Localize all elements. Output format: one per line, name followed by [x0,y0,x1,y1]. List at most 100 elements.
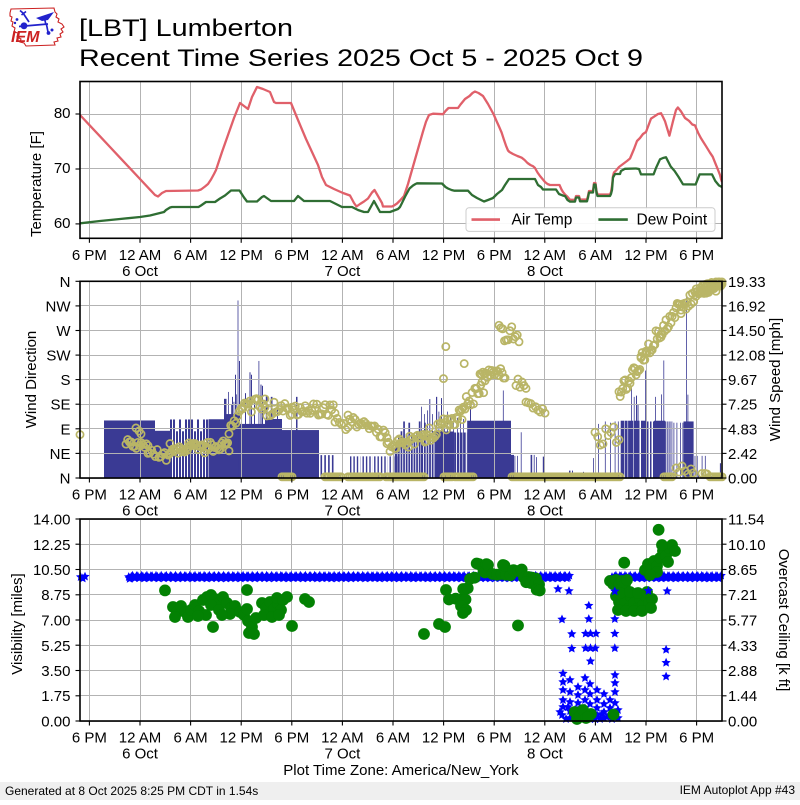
svg-text:6 Oct: 6 Oct [122,263,159,280]
svg-text:70: 70 [54,160,71,177]
svg-text:12 AM: 12 AM [524,730,567,747]
svg-text:Plot Time Zone: America/New_Yo: Plot Time Zone: America/New_York [283,762,519,779]
svg-text:12 AM: 12 AM [321,730,364,747]
svg-text:4.33: 4.33 [728,638,757,655]
svg-text:5.77: 5.77 [728,613,757,630]
svg-text:10.10: 10.10 [728,537,766,554]
svg-text:7 Oct: 7 Oct [324,746,361,763]
svg-text:12 AM: 12 AM [119,247,162,264]
svg-text:6 AM: 6 AM [174,247,208,264]
svg-text:6 PM: 6 PM [477,487,512,504]
svg-text:8.75: 8.75 [41,587,70,604]
svg-text:9.67: 9.67 [728,372,757,389]
svg-text:8 Oct: 8 Oct [527,503,564,520]
svg-text:12 PM: 12 PM [422,730,465,747]
svg-text:19.33: 19.33 [728,274,766,291]
svg-text:6 AM: 6 AM [376,487,410,504]
svg-text:6 PM: 6 PM [477,730,512,747]
svg-text:6 PM: 6 PM [72,247,107,264]
svg-text:7.00: 7.00 [41,613,70,630]
svg-text:16.92: 16.92 [728,298,766,315]
svg-text:8.65: 8.65 [728,562,757,579]
svg-text:S: S [60,372,70,389]
svg-text:6 AM: 6 AM [174,487,208,504]
svg-text:SW: SW [46,348,71,365]
svg-text:3.50: 3.50 [41,663,70,680]
svg-text:12 PM: 12 PM [220,247,263,264]
svg-text:1.44: 1.44 [728,688,757,705]
svg-text:0.00: 0.00 [728,471,757,488]
svg-text:6 AM: 6 AM [376,247,410,264]
svg-text:8 Oct: 8 Oct [527,746,564,763]
svg-text:6 PM: 6 PM [679,730,714,747]
svg-text:6 PM: 6 PM [477,247,512,264]
svg-text:6 PM: 6 PM [679,487,714,504]
svg-text:12 PM: 12 PM [624,247,667,264]
svg-text:6 Oct: 6 Oct [122,503,159,520]
svg-text:12 PM: 12 PM [220,487,263,504]
svg-text:14.00: 14.00 [33,512,71,529]
svg-text:12 AM: 12 AM [321,247,364,264]
svg-text:6 AM: 6 AM [578,487,612,504]
svg-text:N: N [60,471,71,488]
svg-text:12 PM: 12 PM [220,730,263,747]
svg-text:10.50: 10.50 [33,562,71,579]
svg-text:12 PM: 12 PM [624,487,667,504]
svg-text:8 Oct: 8 Oct [527,263,564,280]
svg-text:12.25: 12.25 [33,537,71,554]
svg-text:80: 80 [54,105,71,122]
svg-text:E: E [60,421,70,438]
svg-text:6 PM: 6 PM [679,247,714,264]
svg-text:7 Oct: 7 Oct [324,263,361,280]
svg-text:12 AM: 12 AM [321,487,364,504]
svg-text:6 PM: 6 PM [274,730,309,747]
svg-text:6 PM: 6 PM [274,247,309,264]
svg-text:2.42: 2.42 [728,446,757,463]
svg-text:7.25: 7.25 [728,397,757,414]
svg-text:Recent Time Series 2025 Oct 5: Recent Time Series 2025 Oct 5 - 2025 Oct… [79,45,643,72]
svg-text:N: N [60,274,71,291]
svg-text:12.08: 12.08 [728,348,766,365]
svg-text:Dew Point: Dew Point [637,212,708,229]
svg-text:Wind Direction: Wind Direction [23,331,40,429]
svg-text:2.88: 2.88 [728,663,757,680]
svg-text:1.75: 1.75 [41,688,70,705]
svg-text:6 AM: 6 AM [578,247,612,264]
svg-text:0.00: 0.00 [41,714,70,731]
svg-text:Wind Speed [mph]: Wind Speed [mph] [767,318,784,441]
svg-text:IEM Autoplot App #43: IEM Autoplot App #43 [680,783,796,797]
svg-text:12 PM: 12 PM [624,730,667,747]
svg-text:6 AM: 6 AM [174,730,208,747]
svg-text:NE: NE [50,446,71,463]
svg-text:12 AM: 12 AM [524,487,567,504]
svg-text:11.54: 11.54 [728,512,764,529]
svg-text:[LBT] Lumberton: [LBT] Lumberton [79,15,293,42]
svg-text:7.21: 7.21 [728,587,757,604]
svg-text:Visibility [miles]: Visibility [miles] [9,573,26,674]
svg-text:0.00: 0.00 [728,714,757,731]
svg-text:6 AM: 6 AM [578,730,612,747]
svg-text:12 AM: 12 AM [524,247,567,264]
svg-text:4.83: 4.83 [728,421,757,438]
svg-text:NW: NW [46,298,72,315]
svg-text:SE: SE [50,397,70,414]
svg-text:6 Oct: 6 Oct [122,746,159,763]
svg-text:IEM: IEM [11,29,40,46]
svg-text:Air Temp: Air Temp [512,212,573,229]
svg-text:Temperature [F]: Temperature [F] [28,131,45,237]
svg-text:W: W [56,323,71,340]
svg-text:12 PM: 12 PM [422,487,465,504]
svg-text:12 PM: 12 PM [422,247,465,264]
svg-text:7 Oct: 7 Oct [324,503,361,520]
svg-text:5.25: 5.25 [41,638,70,655]
svg-text:6 PM: 6 PM [72,487,107,504]
svg-text:6 AM: 6 AM [376,730,410,747]
svg-text:14.50: 14.50 [728,323,766,340]
svg-text:6 PM: 6 PM [274,487,309,504]
svg-text:60: 60 [54,215,71,232]
svg-text:12 AM: 12 AM [119,730,162,747]
svg-text:Generated at 8 Oct 2025 8:25 P: Generated at 8 Oct 2025 8:25 PM CDT in 1… [5,784,258,798]
svg-text:6 PM: 6 PM [72,730,107,747]
svg-text:Overcast Ceiling [k ft]: Overcast Ceiling [k ft] [775,549,792,692]
svg-text:12 AM: 12 AM [119,487,162,504]
